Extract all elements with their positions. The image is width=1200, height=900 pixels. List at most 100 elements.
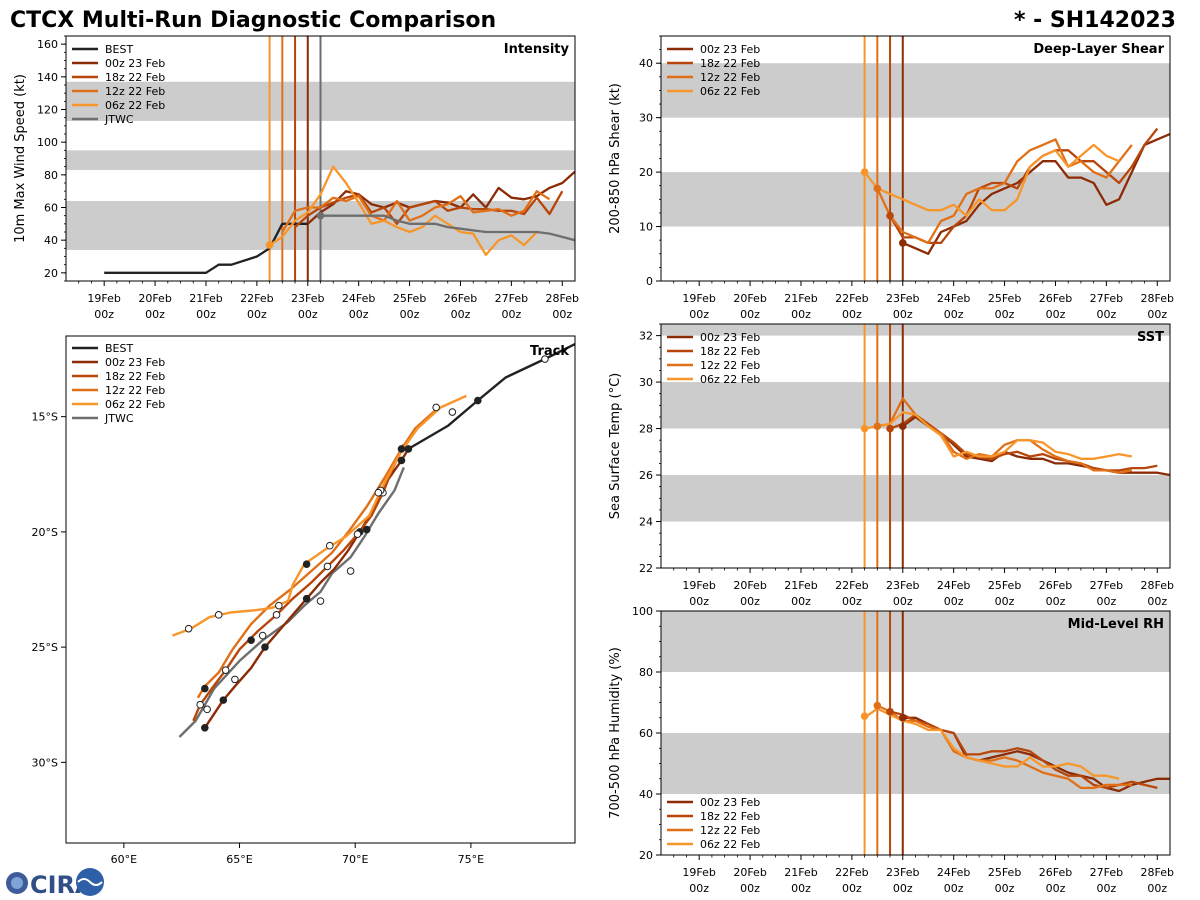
rh-panel: 20 40 60 80 100 19Feb 00z 20Feb 00z 21Feb 00z 22Feb…: [608, 605, 1174, 895]
cira-logo-globe-inner-icon: [11, 877, 23, 889]
track-point-jtwc: [203, 705, 211, 714]
x-tick-label-date: 26Feb: [1039, 292, 1072, 305]
sst-panel: 22 24 26 28 30 32 19Feb 00z 20Feb 00z 21Feb 00z 22Fe…: [608, 323, 1174, 608]
x-tick-label-time: 00z: [1147, 882, 1167, 895]
x-tick-label-time: 00z: [944, 595, 964, 608]
x-tick-label-time: 00z: [995, 882, 1015, 895]
track-point-00z-23-feb: [219, 696, 228, 704]
x-tick-label-time: 00z: [1046, 882, 1066, 895]
x-tick-label-time: 00z: [689, 882, 709, 895]
x-tick-label-date: 20Feb: [733, 292, 766, 305]
x-tick-label-time: 00z: [1046, 308, 1066, 321]
panel-title: Mid-Level RH: [1068, 617, 1164, 632]
track-point-jtwc: [374, 488, 383, 497]
y-tick-label: 40: [639, 788, 653, 801]
track-point-12z-22-feb: [247, 636, 255, 645]
x-tick-label-date: 20Feb: [733, 579, 766, 592]
track-line-18z-22-feb: [192, 443, 405, 722]
y-tick-label: 22: [639, 562, 653, 575]
x-tick-label-time: 00z: [689, 595, 709, 608]
x-tick-label-date: 21Feb: [784, 866, 817, 879]
cira-logo: CIRA: [6, 868, 104, 899]
legend-label-18z-22-feb: 18z 22 Feb: [700, 57, 760, 70]
legend-label-12z-22-feb: 12z 22 Feb: [105, 85, 165, 98]
x-tick-label-time: 00z: [995, 595, 1015, 608]
series-line-06z-22-feb: [864, 411, 1133, 460]
x-tick-label-date: 27Feb: [1090, 579, 1123, 592]
x-tick-label-time: 00z: [94, 308, 114, 321]
x-tick-label: 70°E: [342, 853, 368, 866]
x-tick-label-date: 23Feb: [291, 292, 324, 305]
y-tick-label: 20: [639, 849, 653, 862]
x-tick-label-time: 00z: [842, 308, 862, 321]
start-marker-12z-22-feb: [873, 422, 882, 431]
series-line-18z-22-feb: [889, 127, 1159, 245]
x-tick-label-date: 25Feb: [988, 292, 1021, 305]
y-tick-label: 40: [639, 57, 653, 70]
track-point-18z-22-feb: [272, 611, 281, 619]
x-tick-label-time: 00z: [842, 595, 862, 608]
series-line-00z-23-feb: [902, 132, 1170, 255]
series-line-18z-22-feb: [889, 710, 1158, 790]
legend-label-06z-22-feb: 06z 22 Feb: [105, 99, 165, 112]
x-tick-label-time: 00z: [1046, 595, 1066, 608]
track-point-jtwc: [258, 631, 267, 640]
x-tick-label-time: 00z: [791, 308, 811, 321]
track-line-12z-22-feb: [196, 408, 437, 699]
y-tick-label: 60: [639, 727, 653, 740]
track-point-00z-23-feb: [397, 456, 406, 465]
legend-label-00z-23-feb: 00z 23 Feb: [105, 57, 165, 70]
x-tick-label-date: 24Feb: [937, 866, 970, 879]
y-tick-label: 30°S: [32, 756, 58, 769]
track-point-06z-22-feb: [275, 601, 283, 610]
band-1: [661, 382, 1170, 429]
x-tick-label-time: 00z: [791, 595, 811, 608]
x-tick-label-date: 21Feb: [189, 292, 222, 305]
start-marker-18z-22-feb: [886, 707, 894, 716]
y-tick-label: 40: [44, 234, 58, 247]
start-marker-06z-22-feb: [860, 424, 869, 433]
series-group: [104, 165, 575, 274]
legend-label-18z-22-feb: 18z 22 Feb: [105, 370, 165, 383]
x-tick-label-date: 28Feb: [1141, 866, 1174, 879]
x-tick-label-date: 26Feb: [444, 292, 477, 305]
x-tick-label-date: 20Feb: [733, 866, 766, 879]
legend-label-12z-22-feb: 12z 22 Feb: [700, 359, 760, 372]
track-point-06z-22-feb: [214, 611, 223, 619]
y-tick-label: 25°S: [32, 641, 58, 654]
legend-label-06z-22-feb: 06z 22 Feb: [700, 373, 760, 386]
x-tick-label-date: 27Feb: [495, 292, 528, 305]
track-line-jtwc: [178, 466, 405, 738]
y-tick-label: 0: [646, 275, 653, 288]
band-0: [661, 172, 1170, 227]
panel-title: SST: [1137, 330, 1164, 345]
track-point-18z-22-feb: [353, 530, 362, 538]
y-tick-label: 160: [37, 38, 58, 51]
y-tick-label: 60: [44, 202, 58, 215]
start-marker-06z-22-feb: [265, 241, 274, 249]
x-tick-label-date: 28Feb: [1141, 579, 1174, 592]
track-point-18z-22-feb: [196, 700, 204, 709]
x-tick-label-date: 24Feb: [937, 579, 970, 592]
legend-label-jtwc: JTWC: [104, 113, 134, 126]
series-group: [863, 704, 1170, 793]
y-axis-label: 200-850 hPa Shear (kt): [608, 83, 623, 234]
series-line-jtwc: [320, 214, 575, 242]
x-tick-label-time: 00z: [1147, 595, 1167, 608]
band-1: [661, 611, 1170, 672]
x-tick-label-time: 00z: [501, 308, 521, 321]
y-axis-label: Sea Surface Temp (°C): [608, 373, 623, 520]
band-2: [661, 324, 1170, 336]
series-line-12z-22-feb: [281, 190, 551, 233]
y-tick-label: 80: [639, 666, 653, 679]
y-tick-label: 24: [639, 516, 653, 529]
track-line-best: [407, 342, 575, 450]
start-marker-jtwc: [316, 211, 325, 220]
series-line-06z-22-feb: [268, 165, 538, 257]
legend-label-00z-23-feb: 00z 23 Feb: [700, 331, 760, 344]
x-tick-label-date: 23Feb: [886, 579, 919, 592]
x-tick-label-date: 26Feb: [1039, 579, 1072, 592]
y-tick-label: 26: [639, 469, 653, 482]
